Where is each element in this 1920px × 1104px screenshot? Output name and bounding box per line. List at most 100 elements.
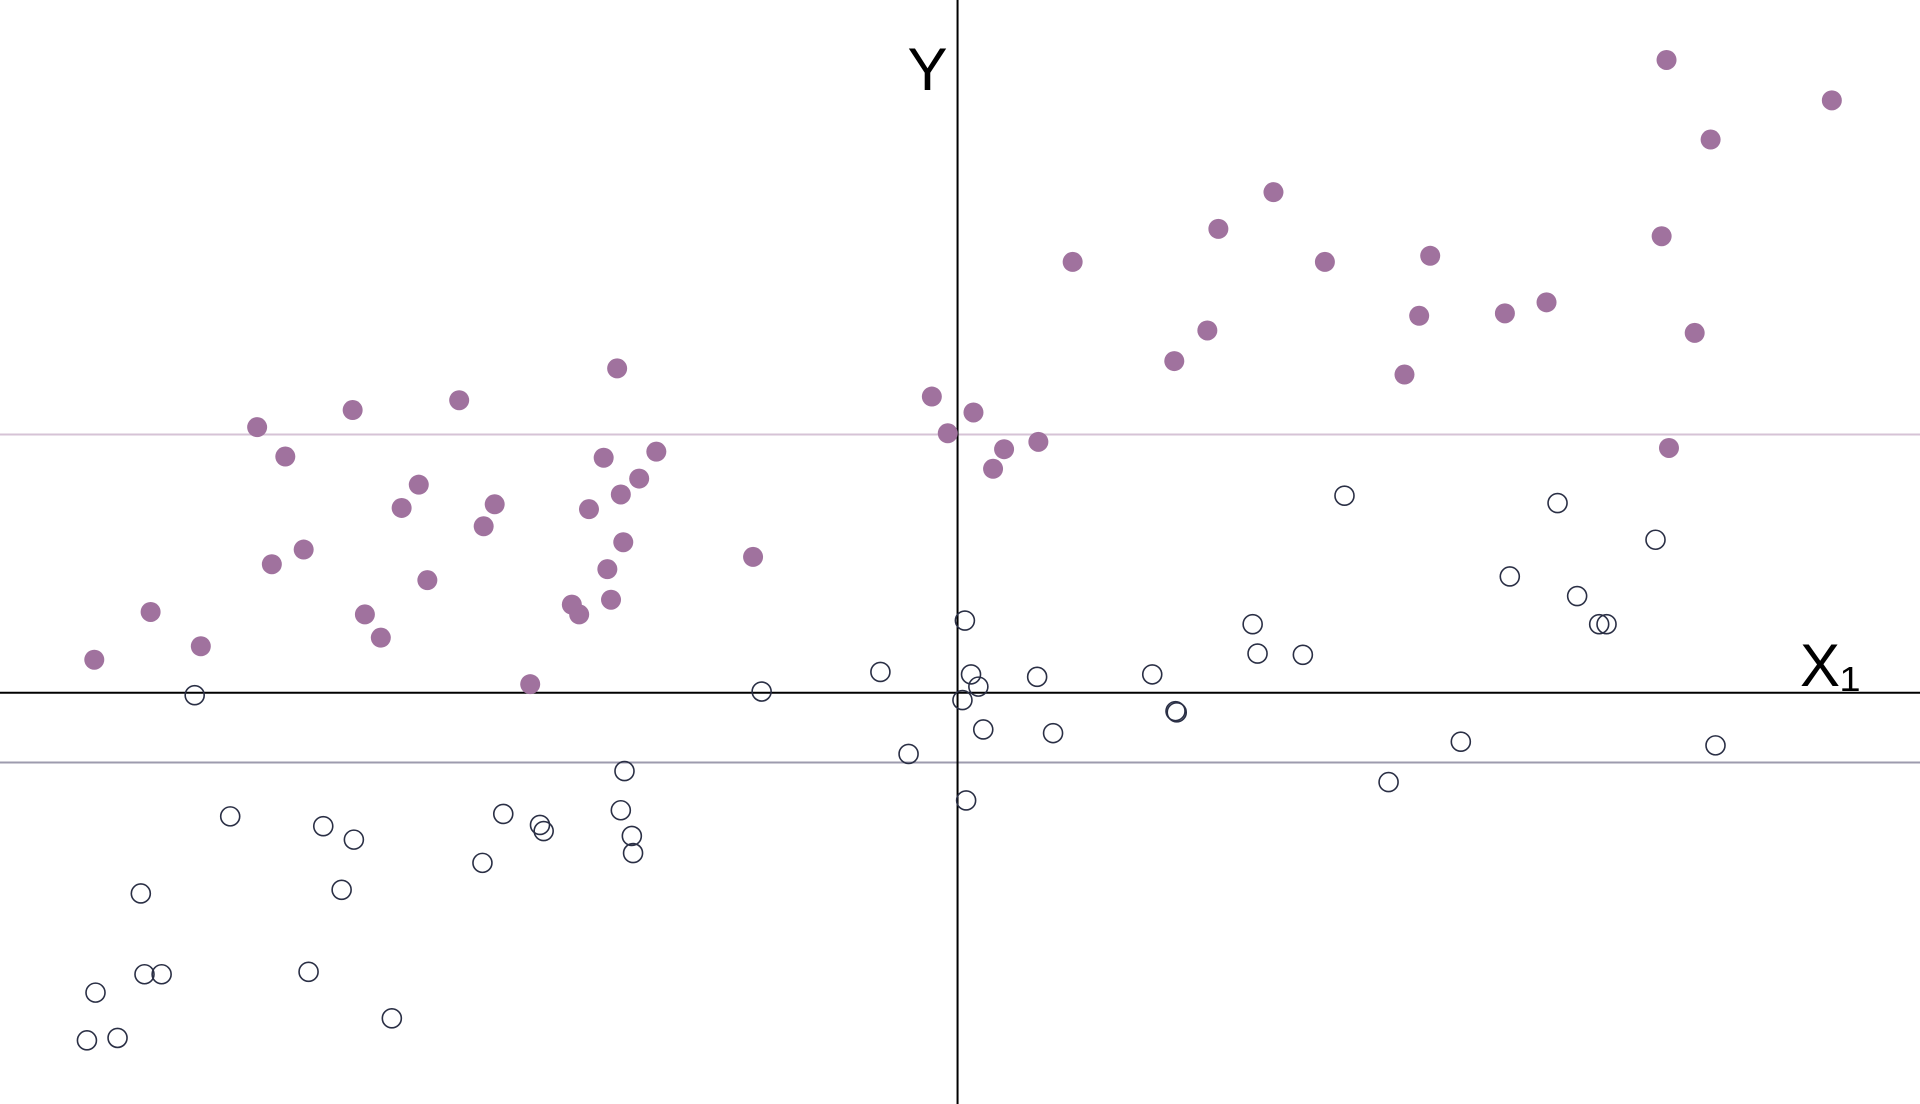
y-axis-label: Y: [908, 36, 948, 103]
data-point: [261, 554, 282, 575]
data-point: [449, 390, 470, 411]
data-point: [968, 676, 989, 697]
data-point: [520, 674, 541, 695]
data-point: [983, 458, 1004, 479]
data-point: [1166, 702, 1188, 723]
data-point: [84, 649, 105, 670]
data-point: [354, 604, 375, 625]
data-point: [1645, 529, 1666, 551]
data-point: [140, 601, 161, 622]
data-point: [921, 386, 942, 407]
data-point: [1450, 731, 1472, 753]
data-point: [994, 439, 1015, 460]
x-axis-label: X₁: [1800, 632, 1860, 699]
data-point: [937, 423, 958, 444]
data-point: [597, 559, 618, 580]
data-point: [247, 417, 268, 438]
data-point: [955, 790, 977, 811]
data-point: [492, 803, 514, 825]
data-point: [1547, 492, 1568, 514]
data-point: [1208, 218, 1229, 239]
data-point: [1042, 722, 1064, 744]
data-point: [972, 719, 994, 740]
data-point: [578, 499, 599, 520]
data-point: [870, 661, 891, 683]
data-point: [343, 829, 365, 850]
data-point: [1378, 771, 1399, 793]
data-point: [1164, 351, 1185, 372]
data-point: [1705, 735, 1726, 756]
data-point: [622, 842, 644, 864]
data-point: [593, 447, 614, 468]
data-point: [1588, 613, 1610, 635]
data-point: [621, 825, 643, 847]
data-point: [646, 441, 667, 462]
data-point: [1651, 226, 1672, 247]
data-point: [569, 604, 590, 625]
data-point: [1394, 364, 1415, 385]
data-point: [472, 852, 493, 874]
data-point: [751, 681, 772, 702]
data-point: [184, 684, 205, 706]
data-point: [898, 743, 919, 765]
data-point: [293, 539, 314, 560]
data-point: [1062, 251, 1083, 272]
data-point: [1499, 566, 1521, 587]
data-point: [484, 494, 505, 515]
data-point: [76, 1030, 98, 1051]
data-point: [601, 589, 622, 610]
data-point: [1165, 700, 1186, 722]
data-point: [1292, 644, 1314, 666]
data-point: [743, 546, 764, 567]
data-point: [134, 963, 155, 985]
data-point: [219, 806, 241, 827]
data-point: [607, 358, 628, 379]
data-point: [1566, 585, 1588, 607]
data-point: [85, 982, 106, 1003]
data-point: [1420, 245, 1441, 266]
data-point: [1700, 129, 1721, 150]
data-point: [298, 961, 319, 983]
data-point: [408, 474, 429, 495]
data-point: [190, 636, 211, 657]
data-point: [1684, 322, 1705, 343]
data-point: [1658, 437, 1679, 458]
data-point: [614, 760, 635, 782]
data-point: [1263, 182, 1284, 203]
data-point: [381, 1008, 403, 1029]
data-point: [1314, 251, 1335, 272]
data-point: [1334, 485, 1355, 506]
data-point: [533, 820, 554, 842]
data-point: [629, 468, 650, 489]
data-point: [417, 570, 438, 591]
data-point: [1536, 292, 1557, 313]
data-point: [331, 879, 352, 901]
data-point: [529, 814, 551, 836]
data-point: [130, 883, 152, 904]
data-point: [275, 446, 296, 467]
data-point: [1197, 320, 1218, 341]
data-point: [952, 689, 973, 711]
data-point: [1247, 643, 1268, 664]
data-point: [610, 799, 632, 821]
data-point: [1656, 49, 1677, 70]
data-point: [1026, 666, 1048, 688]
data-point: [342, 400, 363, 421]
data-point: [151, 963, 172, 985]
data-point: [610, 484, 631, 505]
data-point: [963, 402, 984, 423]
data-point: [312, 815, 334, 837]
data-point: [1596, 613, 1617, 635]
data-point: [391, 497, 412, 518]
data-point: [1028, 431, 1049, 452]
data-point: [1494, 303, 1515, 324]
data-point: [1141, 664, 1163, 685]
data-point: [960, 664, 982, 685]
data-point: [1242, 613, 1263, 635]
data-point: [613, 532, 634, 553]
data-point: [954, 610, 976, 631]
data-point: [107, 1027, 128, 1049]
data-point: [473, 516, 494, 537]
